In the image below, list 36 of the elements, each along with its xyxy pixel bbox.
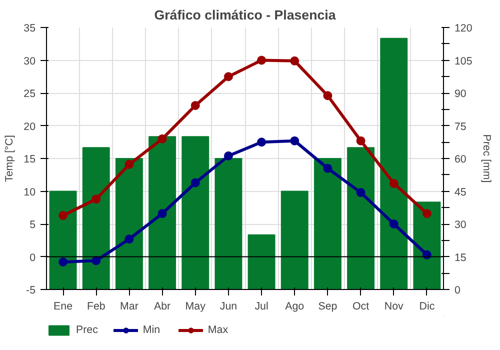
chart-title: Gráfico climático - Plasencia <box>154 8 336 22</box>
legend-label: Min <box>142 324 162 336</box>
y2-tick-label: 105 <box>454 55 472 68</box>
y2-tick-label: 60 <box>454 154 466 166</box>
y2-axis-title: Prec [mm] <box>480 134 492 183</box>
legend-label: Prec <box>76 324 98 336</box>
y-tick-label: 20 <box>24 120 36 133</box>
x-tick-label: May <box>185 300 206 312</box>
x-tick-label: Jun <box>220 300 238 312</box>
x-tick-label: Jul <box>254 300 268 312</box>
y2-tick-label: 0 <box>454 284 460 296</box>
x-tick-label: Ago <box>285 300 304 312</box>
y2-tick-label: 15 <box>454 252 466 264</box>
x-tick-label: Abr <box>154 300 172 312</box>
y-tick-label: 15 <box>24 154 36 166</box>
x-tick-label: Oct <box>352 300 370 312</box>
y-tick-label: 25 <box>24 88 36 100</box>
x-tick-label: Ene <box>54 300 73 312</box>
y2-tick-label: 120 <box>454 22 472 34</box>
x-tick-label: Nov <box>384 300 404 312</box>
y-axis-title: Temp [°C] <box>4 135 16 182</box>
x-tick-label: Sep <box>318 300 338 312</box>
y2-tick-label: 30 <box>454 219 466 231</box>
y2-tick-label: 90 <box>454 88 466 100</box>
legend-label: Max <box>208 324 228 336</box>
x-tick-label: Feb <box>86 300 106 312</box>
y-tick-label: 30 <box>24 55 36 68</box>
x-tick-label: Mar <box>120 300 139 312</box>
y2-tick-label: 75 <box>454 120 466 133</box>
y2-tick-label: 45 <box>454 186 466 198</box>
y-tick-label: -5 <box>26 284 36 296</box>
y-tick-label: 10 <box>24 186 36 198</box>
x-tick-label: Dic <box>419 300 436 312</box>
y-tick-label: 5 <box>30 219 36 231</box>
y-tick-label: 0 <box>30 252 36 264</box>
y-tick-label: 35 <box>24 22 36 34</box>
